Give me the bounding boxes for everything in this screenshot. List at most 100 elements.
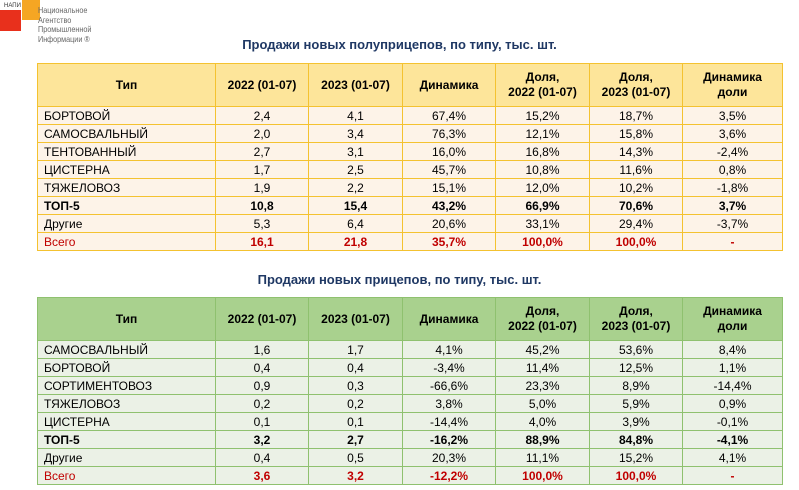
- cell-value: 35,7%: [402, 232, 496, 251]
- cell-value: -14,4%: [682, 376, 783, 395]
- logo-orange-square: [22, 0, 40, 20]
- cell-value: 100,0%: [495, 232, 590, 251]
- semitrailers-title: Продажи новых полуприцепов, по типу, тыс…: [242, 37, 557, 52]
- cell-value: 0,1: [308, 412, 403, 431]
- cell-value: 11,6%: [589, 160, 683, 179]
- row-label: БОРТОВОЙ: [37, 358, 216, 377]
- cell-value: 70,6%: [589, 196, 683, 215]
- table-row: ТЯЖЕЛОВОЗ 0,2 0,2 3,8% 5,0% 5,9% 0,9%: [37, 394, 783, 413]
- cell-value: 45,7%: [402, 160, 496, 179]
- cell-value: 1,7: [215, 160, 309, 179]
- table-row: Другие 0,4 0,5 20,3% 11,1% 15,2% 4,1%: [37, 448, 783, 467]
- cell-value: 5,9%: [589, 394, 683, 413]
- cell-value: 3,4: [308, 124, 403, 143]
- cell-value: 76,3%: [402, 124, 496, 143]
- row-label: ТОП-5: [37, 196, 216, 215]
- cell-value: -4,1%: [682, 430, 783, 449]
- logo-abbrev: НАПИ: [4, 3, 21, 9]
- cell-value: -0,1%: [682, 412, 783, 431]
- table-row: ЦИСТЕРНА 0,1 0,1 -14,4% 4,0% 3,9% -0,1%: [37, 412, 783, 431]
- column-header: Тип: [37, 63, 216, 107]
- column-header: 2022 (01-07): [215, 63, 309, 107]
- cell-value: 10,8%: [495, 160, 590, 179]
- semitrailers-table: Тип 2022 (01-07) 2023 (01-07) Динамика Доля,…: [37, 63, 783, 251]
- cell-value: 10,8: [215, 196, 309, 215]
- cell-value: 11,4%: [495, 358, 590, 377]
- cell-value: 2,7: [308, 430, 403, 449]
- column-header: Динамика: [402, 297, 496, 341]
- cell-value: 1,6: [215, 340, 309, 359]
- table-row: БОРТОВОЙ 0,4 0,4 -3,4% 11,4% 12,5% 1,1%: [37, 358, 783, 377]
- row-label: БОРТОВОЙ: [37, 106, 216, 125]
- column-header: Доля, 2023 (01-07): [589, 63, 683, 107]
- cell-value: 0,3: [308, 376, 403, 395]
- cell-value: 3,5%: [682, 106, 783, 125]
- cell-value: 0,9: [215, 376, 309, 395]
- cell-value: 14,3%: [589, 142, 683, 161]
- table-row: ТОП-5 10,8 15,4 43,2% 66,9% 70,6% 3,7%: [37, 196, 783, 215]
- cell-value: -3,7%: [682, 214, 783, 233]
- column-header: Динамика: [402, 63, 496, 107]
- cell-value: 21,8: [308, 232, 403, 251]
- cell-value: 3,9%: [589, 412, 683, 431]
- cell-value: 2,2: [308, 178, 403, 197]
- table-row: САМОСВАЛЬНЫЙ 1,6 1,7 4,1% 45,2% 53,6% 8,4%: [37, 340, 783, 359]
- cell-value: 66,9%: [495, 196, 590, 215]
- cell-value: -16,2%: [402, 430, 496, 449]
- cell-value: 15,4: [308, 196, 403, 215]
- cell-value: 8,9%: [589, 376, 683, 395]
- table-row: САМОСВАЛЬНЫЙ 2,0 3,4 76,3% 12,1% 15,8% 3,6%: [37, 124, 783, 143]
- row-label: ТОП-5: [37, 430, 216, 449]
- cell-value: 5,0%: [495, 394, 590, 413]
- cell-value: 8,4%: [682, 340, 783, 359]
- cell-value: 20,3%: [402, 448, 496, 467]
- cell-value: 0,5: [308, 448, 403, 467]
- cell-value: 10,2%: [589, 178, 683, 197]
- cell-value: 100,0%: [589, 466, 683, 485]
- header-row: Тип 2022 (01-07) 2023 (01-07) Динамика Доля,…: [37, 63, 783, 107]
- trailers-table: Тип 2022 (01-07) 2023 (01-07) Динамика Доля,…: [37, 297, 783, 485]
- logo-line: Агентство: [38, 14, 72, 25]
- row-label: Всего: [37, 232, 216, 251]
- cell-value: 84,8%: [589, 430, 683, 449]
- column-header: Динамика доли: [682, 63, 783, 107]
- column-header: Динамика доли: [682, 297, 783, 341]
- cell-value: 16,1: [215, 232, 309, 251]
- cell-value: 3,8%: [402, 394, 496, 413]
- cell-value: 20,6%: [402, 214, 496, 233]
- table-row: ЦИСТЕРНА 1,7 2,5 45,7% 10,8% 11,6% 0,8%: [37, 160, 783, 179]
- cell-value: -66,6%: [402, 376, 496, 395]
- cell-value: 1,1%: [682, 358, 783, 377]
- column-header: Доля, 2022 (01-07): [495, 63, 590, 107]
- cell-value: 15,2%: [589, 448, 683, 467]
- row-label: Другие: [37, 448, 216, 467]
- column-header: 2023 (01-07): [308, 63, 403, 107]
- cell-value: 0,8%: [682, 160, 783, 179]
- cell-value: 4,0%: [495, 412, 590, 431]
- row-label: ЦИСТЕРНА: [37, 412, 216, 431]
- cell-value: -12,2%: [402, 466, 496, 485]
- cell-value: 3,2: [308, 466, 403, 485]
- row-label: Всего: [37, 466, 216, 485]
- cell-value: 5,3: [215, 214, 309, 233]
- cell-value: 2,4: [215, 106, 309, 125]
- logo-line: Информации ®: [38, 33, 90, 44]
- cell-value: -1,8%: [682, 178, 783, 197]
- cell-value: 0,4: [215, 358, 309, 377]
- cell-value: 29,4%: [589, 214, 683, 233]
- column-header: 2023 (01-07): [308, 297, 403, 341]
- cell-value: 4,1%: [682, 448, 783, 467]
- cell-value: 100,0%: [495, 466, 590, 485]
- cell-value: 45,2%: [495, 340, 590, 359]
- row-label: Другие: [37, 214, 216, 233]
- cell-value: -2,4%: [682, 142, 783, 161]
- row-label: ТЕНТОВАННЫЙ: [37, 142, 216, 161]
- cell-value: 0,2: [215, 394, 309, 413]
- row-label: СОРТИМЕНТОВОЗ: [37, 376, 216, 395]
- cell-value: 4,1%: [402, 340, 496, 359]
- cell-value: 18,7%: [589, 106, 683, 125]
- table-row: БОРТОВОЙ 2,4 4,1 67,4% 15,2% 18,7% 3,5%: [37, 106, 783, 125]
- cell-value: 16,8%: [495, 142, 590, 161]
- cell-value: 100,0%: [589, 232, 683, 251]
- column-header: Тип: [37, 297, 216, 341]
